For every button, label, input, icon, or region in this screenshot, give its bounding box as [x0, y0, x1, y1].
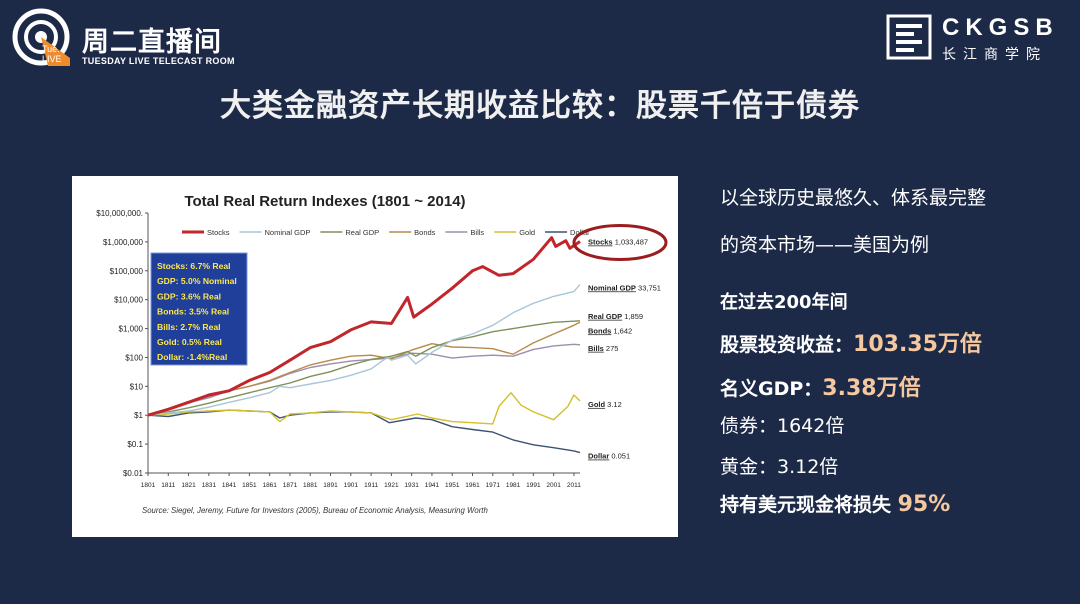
x-tick-label: 2011: [567, 482, 581, 489]
page-title: 大类金融资产长期收益比较：股票千倍于债券: [220, 88, 860, 124]
x-tick-label: 1831: [202, 482, 217, 489]
x-tick-label: 1891: [323, 482, 338, 489]
x-tick-label: 1941: [425, 482, 440, 489]
brand-name: CKGSB: [942, 14, 1059, 41]
stats-line: GDP: 3.6% Real: [157, 291, 221, 301]
x-tick-label: 1921: [384, 482, 399, 489]
x-tick-label: 1951: [445, 482, 460, 489]
x-tick-label: 1801: [141, 482, 156, 489]
x-tick-label: 1841: [222, 482, 237, 489]
chart-title: Total Real Return Indexes (1801 ~ 2014): [184, 193, 465, 210]
x-tick-label: 1861: [262, 482, 277, 489]
y-tick-label: $10,000,000.: [96, 209, 143, 218]
stats-line: Bonds: 3.5% Real: [157, 307, 229, 317]
stats-line: Dollar: -1.4%Real: [157, 352, 227, 362]
y-tick-label: $1,000: [119, 325, 144, 334]
stocks-return-value: 103.35万倍: [853, 332, 982, 357]
x-tick-label: 1811: [161, 482, 175, 489]
dollar-loss: 持有美元现金将损失 95%: [720, 490, 950, 517]
stocks-highlight-circle: [572, 223, 668, 261]
x-tick-label: 2001: [546, 482, 561, 489]
x-tick-label: 1851: [242, 482, 257, 489]
end-label-nominal-gdp: Nominal GDP 33,751: [588, 283, 661, 292]
legend-label: Nominal GDP: [265, 228, 311, 237]
y-tick-label: $100: [125, 353, 143, 362]
dollar-loss-value: 95%: [897, 492, 951, 517]
x-tick-label: 1871: [283, 482, 298, 489]
x-tick-label: 1971: [486, 482, 501, 489]
dollar-loss-label: 持有美元现金将损失: [720, 494, 898, 516]
gdp-return-label: 名义GDP：: [720, 378, 823, 400]
stats-line: Bills: 2.7% Real: [157, 322, 221, 332]
y-tick-label: $0.01: [123, 469, 144, 478]
logo-badge-live: LIVE: [42, 54, 62, 64]
logo-subtitle: TUESDAY LIVE TELECAST ROOM: [82, 56, 235, 66]
x-tick-label: 1961: [465, 482, 480, 489]
series-line-dollar: [147, 409, 581, 454]
x-tick-label: 1901: [344, 482, 359, 489]
logo-title: 周二直播间: [82, 27, 222, 58]
end-label-bills: Bills 275: [588, 344, 618, 353]
stats-line: Gold: 0.5% Real: [157, 337, 222, 347]
gold-return: 黄金：3.12倍: [720, 456, 839, 478]
period-label: 在过去200年间: [720, 292, 848, 313]
end-label-dollar: Dollar 0.051: [588, 452, 630, 461]
stats-line: Stocks: 6.7% Real: [157, 261, 231, 271]
legend-label: Bonds: [414, 228, 436, 237]
stats-line: GDP: 5.0% Nominal: [157, 276, 237, 286]
live-room-logo: Tue. LIVE 周二直播间 TUESDAY LIVE TELECAST RO…: [12, 8, 252, 70]
chart-panel: Total Real Return Indexes (1801 ~ 2014) $…: [72, 176, 678, 537]
end-label-real-gdp: Real GDP 1,859: [588, 312, 643, 321]
gdp-return: 名义GDP：3.38万倍: [720, 370, 921, 402]
legend-label: Bills: [470, 228, 484, 237]
x-tick-label: 1931: [404, 482, 419, 489]
stocks-return: 股票投资收益：103.35万倍: [720, 326, 982, 358]
series-line-gold: [147, 392, 581, 425]
ckgsb-emblem-icon: [886, 14, 932, 60]
stats-box: [150, 252, 248, 366]
stocks-return-label: 股票投资收益：: [720, 334, 854, 356]
end-label-gold: Gold 3.12: [588, 400, 622, 409]
chart-source: Source: Siegel, Jeremy, Future for Inves…: [142, 506, 488, 515]
x-tick-label: 1821: [181, 482, 196, 489]
x-tick-label: 1991: [526, 482, 541, 489]
bonds-return: 债券：1642倍: [720, 415, 845, 437]
brand-name-cn: 长江商学院: [942, 47, 1047, 63]
ckgsb-logo: CKGSB 长江商学院: [886, 12, 1066, 64]
return-index-chart: Total Real Return Indexes (1801 ~ 2014) $…: [96, 193, 668, 515]
series-line-stocks: [147, 236, 581, 417]
y-tick-label: $10,000: [114, 296, 143, 305]
y-tick-label: $0.1: [127, 440, 143, 449]
intro-line-2: 的资本市场——美国为例: [720, 234, 930, 256]
y-tick-label: $100,000: [110, 267, 144, 276]
y-tick-label: $1: [134, 411, 143, 420]
broadcast-icon: [12, 8, 70, 66]
y-tick-label: $10: [130, 382, 144, 391]
end-label-stocks: Stocks 1,033,487: [588, 237, 648, 246]
y-tick-label: $1,000,000: [103, 238, 144, 247]
legend-label: Stocks: [207, 228, 230, 237]
logo-badge-tue: Tue.: [42, 44, 60, 54]
x-tick-label: 1881: [303, 482, 318, 489]
x-tick-label: 1911: [364, 482, 378, 489]
gdp-return-value: 3.38万倍: [822, 376, 921, 401]
series-line-real-gdp: [147, 320, 581, 416]
legend-label: Real GDP: [345, 228, 379, 237]
legend-label: Gold: [519, 228, 535, 237]
series-line-nominal-gdp: [147, 283, 581, 416]
x-tick-label: 1981: [506, 482, 521, 489]
intro-line-1: 以全球历史最悠久、体系最完整: [720, 187, 987, 209]
end-label-bonds: Bonds 1,642: [588, 326, 632, 335]
